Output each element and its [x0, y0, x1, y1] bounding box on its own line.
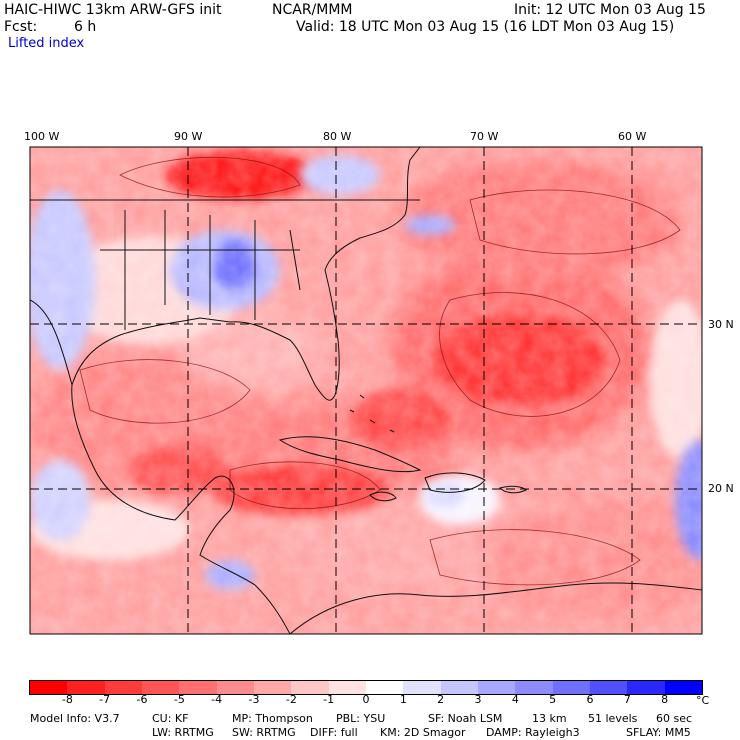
- colorbar-tick-label: 6: [586, 693, 594, 706]
- info-res: 13 km: [532, 712, 567, 725]
- org-label: NCAR/MMM: [272, 2, 353, 18]
- info-sf: SF: Noah LSM: [428, 712, 503, 725]
- colorbar-swatch: [216, 681, 254, 694]
- colorbar-swatch: [67, 681, 105, 694]
- valid-time: Valid: 18 UTC Mon 03 Aug 15 (16 LDT Mon …: [296, 19, 675, 35]
- colorbar-swatch: [403, 681, 441, 694]
- colorbar-tick-label: 4: [511, 693, 519, 706]
- lon-label-60w: 60 W: [618, 130, 647, 143]
- colorbar: [29, 680, 703, 695]
- colorbar-tick-label: 0: [362, 693, 370, 706]
- fcst-label: Fcst:: [4, 19, 38, 35]
- init-time: Init: 12 UTC Mon 03 Aug 15: [514, 2, 706, 18]
- info-diff: DIFF: full: [310, 726, 358, 739]
- colorbar-tick-label: -6: [136, 693, 148, 706]
- colorbar-tick-label: 7: [623, 693, 631, 706]
- colorbar-swatch: [253, 681, 292, 694]
- info-damp: DAMP: Rayleigh3: [486, 726, 580, 739]
- colorbar-tick-label: -2: [285, 693, 297, 706]
- lon-label-70w: 70 W: [470, 130, 499, 143]
- lat-label-30n: 30 N: [708, 318, 734, 331]
- info-sflay: SFLAY: MM5: [626, 726, 691, 739]
- colorbar-tick-label: -8: [61, 693, 73, 706]
- colorbar-swatch: [328, 681, 366, 694]
- colorbar-unit: °C: [696, 694, 710, 707]
- colorbar-swatch: [365, 681, 404, 694]
- colorbar-swatch: [477, 681, 516, 694]
- field-name: Lifted index: [8, 36, 85, 51]
- info-sw: SW: RRTMG: [232, 726, 296, 739]
- colorbar-swatch: [141, 681, 180, 694]
- colorbar-swatch: [664, 681, 702, 694]
- colorbar-tick-label: 3: [474, 693, 482, 706]
- colorbar-swatch: [589, 681, 628, 694]
- colorbar-tick-label: -5: [173, 693, 185, 706]
- info-lw: LW: RRTMG: [152, 726, 214, 739]
- lon-label-100w: 100 W: [24, 130, 60, 143]
- colorbar-tick-label: 8: [661, 693, 669, 706]
- lon-label-90w: 90 W: [174, 130, 203, 143]
- info-cu: CU: KF: [152, 712, 189, 725]
- info-pbl: PBL: YSU: [336, 712, 386, 725]
- colorbar-tick-label: -4: [211, 693, 223, 706]
- field-shading: [30, 147, 702, 634]
- colorbar-swatch: [552, 681, 590, 694]
- colorbar-swatch: [627, 681, 665, 694]
- fcst-value: 6 h: [74, 19, 97, 35]
- lat-label-20n: 20 N: [708, 482, 734, 495]
- colorbar-swatch: [291, 681, 329, 694]
- info-km: KM: 2D Smagor: [380, 726, 466, 739]
- colorbar-tick-label: -1: [323, 693, 335, 706]
- colorbar-swatch: [104, 681, 142, 694]
- info-mp: MP: Thompson: [232, 712, 313, 725]
- colorbar-swatch: [30, 681, 68, 694]
- info-timestep: 60 sec: [656, 712, 693, 725]
- colorbar-tick-label: -3: [248, 693, 260, 706]
- info-levels: 51 levels: [588, 712, 638, 725]
- colorbar-tick-label: -7: [99, 693, 111, 706]
- lon-label-80w: 80 W: [323, 130, 352, 143]
- colorbar-swatch: [515, 681, 553, 694]
- map-frame: [29, 146, 703, 635]
- colorbar-tick-label: 2: [437, 693, 445, 706]
- colorbar-swatch: [179, 681, 217, 694]
- colorbar-tick-label: 5: [549, 693, 557, 706]
- model-title: HAIC-HIWC 13km ARW-GFS init: [4, 2, 222, 18]
- colorbar-tick-label: 1: [399, 693, 407, 706]
- colorbar-swatch: [440, 681, 478, 694]
- info-version: Model Info: V3.7: [30, 712, 120, 725]
